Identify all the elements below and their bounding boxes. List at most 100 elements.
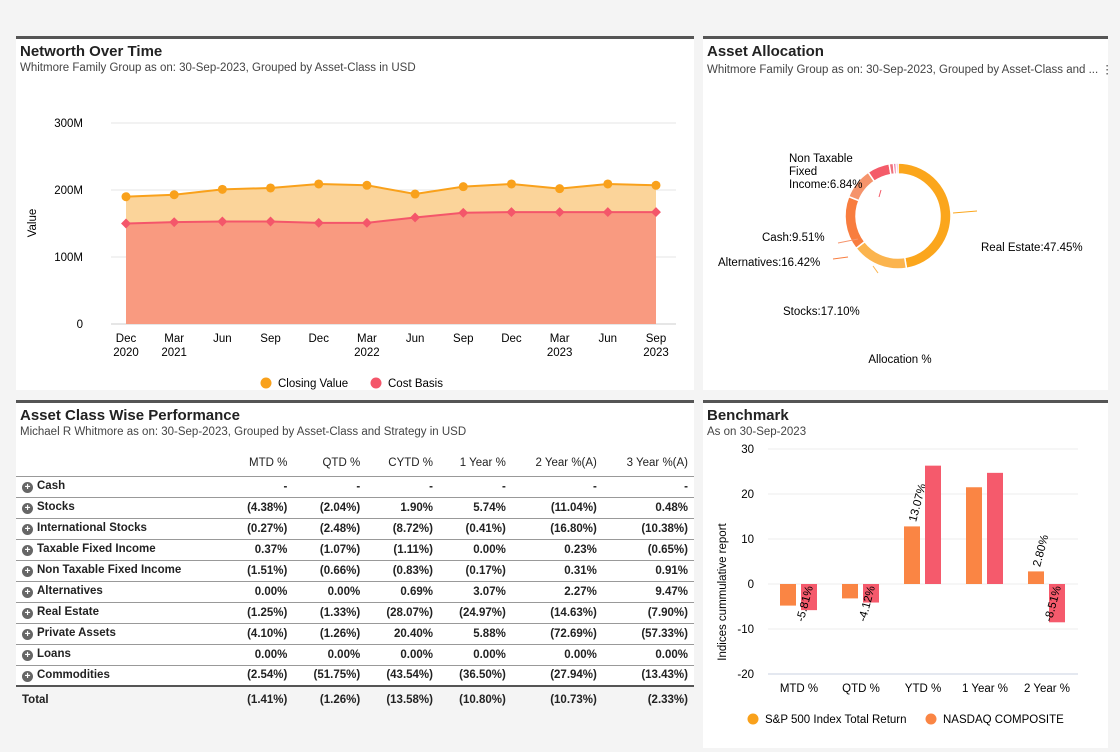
bar[interactable]: [863, 584, 879, 603]
x-tick-label: 2022: [354, 347, 380, 359]
panel-subtitle: Whitmore Family Group as on: 30-Sep-2023…: [20, 62, 416, 74]
area-1: [126, 212, 656, 324]
data-point[interactable]: [602, 207, 613, 218]
cell-value: (2.33%): [602, 685, 694, 712]
panel-title: Asset Allocation: [707, 43, 824, 60]
row-name[interactable]: + Alternatives: [16, 581, 229, 603]
data-point[interactable]: [121, 192, 131, 202]
data-point[interactable]: [217, 184, 227, 194]
cell-value: 0.00%: [439, 644, 512, 666]
data-point[interactable]: [362, 180, 372, 190]
y-tick-label: 300M: [54, 118, 83, 130]
row-name[interactable]: + Commodities: [16, 665, 229, 687]
expand-icon[interactable]: +: [22, 587, 33, 598]
cell-value: (0.27%): [228, 518, 294, 540]
bar[interactable]: [904, 526, 920, 584]
cell-value: (10.80%): [439, 685, 512, 712]
bar[interactable]: [966, 487, 982, 584]
cell-value: 1.90%: [366, 497, 439, 519]
legend-label[interactable]: Cost Basis: [388, 378, 443, 390]
series-line: [125, 182, 657, 198]
data-point[interactable]: [651, 207, 661, 218]
column-header[interactable]: CYTD %: [366, 450, 439, 477]
x-tick-label: 2020: [113, 347, 139, 359]
bar[interactable]: [780, 584, 796, 606]
cell-value: 0.00%: [439, 539, 512, 561]
column-header[interactable]: MTD %: [228, 450, 294, 477]
data-point[interactable]: [217, 216, 228, 227]
data-point[interactable]: [458, 182, 468, 192]
data-point[interactable]: [313, 217, 324, 228]
data-point[interactable]: [314, 179, 324, 189]
benchmark-panel: Benchmark As on 30-Sep-2023 -20 -10 0 10 20 3…: [703, 400, 1108, 748]
data-point[interactable]: [651, 180, 661, 190]
data-point[interactable]: [169, 190, 179, 200]
more-vert-icon[interactable]: ⋮: [1101, 64, 1108, 76]
row-name[interactable]: + Private Assets: [16, 623, 229, 645]
slice-label: Non Taxable Fixed Income:6.84%: [789, 153, 863, 191]
expand-icon[interactable]: +: [22, 482, 33, 493]
expand-icon[interactable]: +: [22, 608, 33, 619]
bar[interactable]: [925, 465, 941, 584]
data-point[interactable]: [266, 183, 276, 193]
cell-value: (1.33%): [293, 602, 367, 624]
cell-value: (57.33%): [602, 623, 694, 645]
expand-icon[interactable]: +: [22, 524, 33, 535]
x-tick-label: 2023: [547, 347, 573, 359]
row-name[interactable]: + Real Estate: [16, 602, 229, 624]
column-header[interactable]: 3 Year %(A): [602, 450, 694, 477]
cell-value: 0.00%: [228, 644, 294, 666]
legend-label[interactable]: S&P 500 Index Total Return: [765, 714, 907, 726]
expand-icon[interactable]: +: [22, 670, 33, 682]
bar[interactable]: [801, 584, 817, 611]
data-point[interactable]: [265, 216, 276, 227]
x-tick-label: Mar: [550, 333, 570, 345]
expand-icon[interactable]: +: [22, 629, 33, 640]
x-tick-label: Jun: [213, 333, 232, 345]
row-name[interactable]: + International Stocks: [16, 518, 229, 540]
legend-label[interactable]: Closing Value: [278, 378, 348, 390]
bar[interactable]: [1028, 571, 1044, 584]
column-header[interactable]: 1 Year %: [439, 450, 512, 477]
data-point[interactable]: [361, 217, 372, 228]
row-name[interactable]: + Non Taxable Fixed Income: [16, 560, 229, 582]
x-tick-label: Mar: [164, 333, 184, 345]
cell-value: 0.37%: [228, 539, 294, 561]
bar[interactable]: [842, 584, 858, 599]
data-point[interactable]: [506, 207, 517, 218]
data-point[interactable]: [410, 212, 421, 223]
bar[interactable]: [987, 472, 1003, 584]
x-tick-label: QTD %: [842, 683, 880, 695]
row-name[interactable]: + Stocks: [16, 497, 229, 519]
data-point[interactable]: [169, 217, 180, 228]
expand-icon[interactable]: +: [22, 545, 33, 556]
pie-slice[interactable]: [895, 162, 899, 175]
bar[interactable]: [1049, 584, 1065, 623]
x-tick-label: Sep: [453, 333, 473, 345]
data-point[interactable]: [121, 218, 131, 229]
pie-slice[interactable]: [897, 162, 952, 270]
row-name[interactable]: + Cash: [16, 476, 229, 498]
row-name[interactable]: + Loans: [16, 644, 229, 666]
row-name[interactable]: + Taxable Fixed Income: [16, 539, 229, 561]
cell-value: (14.63%): [511, 602, 603, 624]
data-point[interactable]: [555, 184, 565, 194]
expand-icon[interactable]: +: [22, 503, 33, 514]
row-name: Total: [16, 685, 229, 712]
label-connector: [952, 210, 978, 214]
cell-value: (2.48%): [293, 518, 367, 540]
data-point[interactable]: [458, 207, 469, 218]
expand-icon[interactable]: +: [22, 650, 33, 661]
table-row: + Private Assets (4.10%) (1.26%) 20.40% 5.88%…: [16, 623, 694, 645]
data-point[interactable]: [554, 207, 565, 218]
legend-label[interactable]: NASDAQ COMPOSITE: [943, 714, 1064, 726]
cell-value: 3.07%: [439, 581, 512, 603]
data-point[interactable]: [603, 179, 613, 189]
column-header[interactable]: QTD %: [293, 450, 367, 477]
expand-icon[interactable]: +: [22, 566, 33, 577]
column-header[interactable]: 2 Year %(A): [511, 450, 603, 477]
pie-slice[interactable]: [854, 240, 908, 270]
data-point[interactable]: [506, 179, 516, 189]
cell-value: (2.54%): [228, 665, 294, 687]
data-point[interactable]: [410, 189, 420, 199]
